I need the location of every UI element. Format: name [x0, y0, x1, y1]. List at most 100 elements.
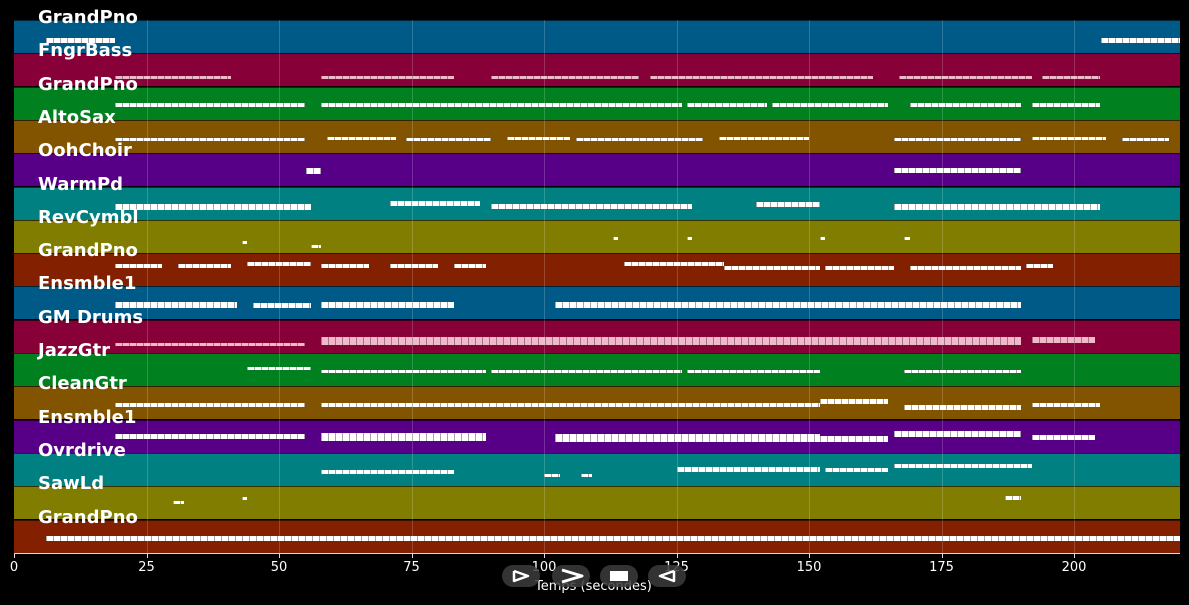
note-bar	[544, 473, 560, 477]
grid-line	[676, 20, 678, 553]
note-bar	[321, 469, 454, 474]
track-lane	[14, 20, 1180, 53]
note-bar	[114, 433, 306, 439]
grid-line	[544, 20, 545, 553]
note-bar	[899, 76, 1032, 80]
track-lane	[14, 286, 1180, 320]
note-bar	[491, 370, 682, 373]
track-name-label: GrandPno	[38, 240, 138, 262]
track-name-label: JazzGtr	[38, 340, 111, 361]
note-bar	[321, 76, 454, 80]
play-button[interactable]	[502, 565, 540, 587]
note-bar	[904, 405, 1021, 411]
note-bar	[1026, 264, 1053, 269]
note-bar	[114, 203, 311, 210]
note-bar	[45, 38, 115, 43]
x-tick-label: 0	[9, 560, 19, 575]
note-bar	[114, 76, 232, 80]
note-bar	[321, 370, 486, 373]
note-bar	[321, 336, 1021, 345]
note-bar	[326, 136, 396, 140]
track-lane	[14, 186, 1180, 220]
x-tick-label: 25	[138, 560, 155, 575]
track-lane	[14, 452, 1180, 486]
note-bar	[1121, 137, 1170, 141]
note-bar	[756, 201, 820, 207]
note-bar	[819, 236, 825, 240]
track-lane	[14, 253, 1180, 287]
x-tick-label: 75	[403, 560, 420, 575]
note-bar	[178, 264, 232, 269]
track-lane	[14, 519, 1180, 553]
grid-line	[941, 20, 943, 553]
note-bar	[575, 137, 703, 141]
note-bar	[1042, 76, 1101, 80]
note-bar	[824, 266, 894, 271]
x-tick	[544, 553, 545, 558]
fast-forward-icon	[561, 568, 584, 584]
note-bar	[305, 168, 322, 175]
note-bar	[893, 203, 1101, 210]
track-lane	[14, 486, 1180, 520]
note-bar	[247, 367, 311, 370]
note-bar	[687, 102, 767, 107]
x-tick	[809, 553, 810, 558]
note-bar	[114, 264, 163, 269]
note-bar	[904, 370, 1021, 373]
track-name-label: GrandPno	[38, 73, 138, 95]
note-bar	[687, 370, 820, 373]
note-bar	[819, 399, 889, 405]
rewind-button[interactable]	[648, 565, 686, 587]
track-name-label: Ensmble1	[38, 273, 137, 295]
note-bar	[321, 264, 370, 269]
track-name-label: Ensmble1	[38, 406, 137, 428]
note-bar	[612, 236, 619, 240]
note-bar	[114, 342, 306, 346]
note-bar	[676, 466, 820, 472]
note-bar	[453, 264, 486, 269]
x-tick-label: 150	[796, 560, 822, 575]
grid-line	[146, 20, 148, 553]
track-name-label: FngrBass	[38, 40, 133, 62]
note-bar	[724, 266, 820, 271]
x-tick	[411, 553, 413, 558]
x-tick	[941, 553, 943, 558]
track-lane	[14, 419, 1180, 453]
track-name-label: Ovrdrive	[38, 439, 126, 461]
track-lane	[14, 153, 1180, 187]
note-bar	[1031, 102, 1101, 107]
note-bar	[491, 76, 640, 80]
note-bar	[893, 137, 1021, 141]
stop-icon	[610, 571, 628, 581]
track-name-label: CleanGtr	[38, 373, 127, 395]
track-lane	[14, 219, 1180, 253]
note-bar	[173, 501, 184, 505]
note-bar	[114, 137, 306, 141]
track-lane	[14, 386, 1180, 420]
note-bar	[390, 264, 438, 269]
note-bar	[114, 403, 306, 408]
stop-button[interactable]	[600, 565, 638, 587]
play-icon	[512, 569, 530, 583]
note-bar	[310, 244, 322, 248]
track-lane	[14, 319, 1180, 353]
fast-forward-button[interactable]	[552, 565, 590, 587]
x-tick-label: 175	[929, 560, 954, 575]
note-bar	[247, 262, 311, 267]
note-bar	[45, 535, 1180, 541]
track-name-label: RevCymbl	[38, 206, 139, 228]
note-bar	[1031, 136, 1106, 140]
x-tick-label: 50	[270, 560, 288, 575]
note-bar	[390, 200, 481, 206]
track-lane	[14, 119, 1180, 153]
note-bar	[321, 403, 820, 408]
note-bar	[909, 266, 1021, 271]
note-bar	[687, 236, 693, 240]
note-bar	[554, 433, 820, 442]
track-name-label: WarmPd	[38, 173, 124, 195]
track-name-label: SawLd	[38, 473, 105, 495]
track-name-label: GrandPno	[38, 7, 138, 28]
note-bar	[241, 497, 248, 501]
note-bar	[491, 203, 693, 209]
